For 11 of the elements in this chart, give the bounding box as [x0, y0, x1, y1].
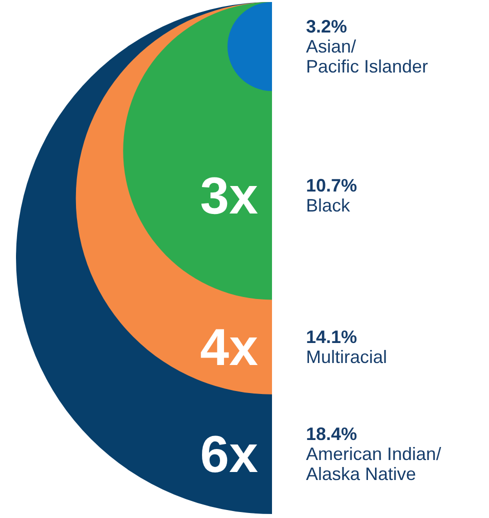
category-label: Black — [306, 195, 352, 216]
data-label: 14.1% — [306, 327, 358, 348]
text: 3x — [200, 167, 258, 226]
category-label: Asian/Pacific Islander — [306, 36, 428, 77]
text: 4x — [200, 319, 258, 378]
text: 6x — [200, 426, 258, 484]
category-label: American Indian/Alaska Native — [306, 444, 442, 484]
data-label: 10.7% — [306, 175, 358, 196]
data-label: 3.2% — [306, 16, 348, 37]
data-label: 18.4% — [306, 424, 358, 444]
category-label: Multiracial — [306, 347, 388, 368]
